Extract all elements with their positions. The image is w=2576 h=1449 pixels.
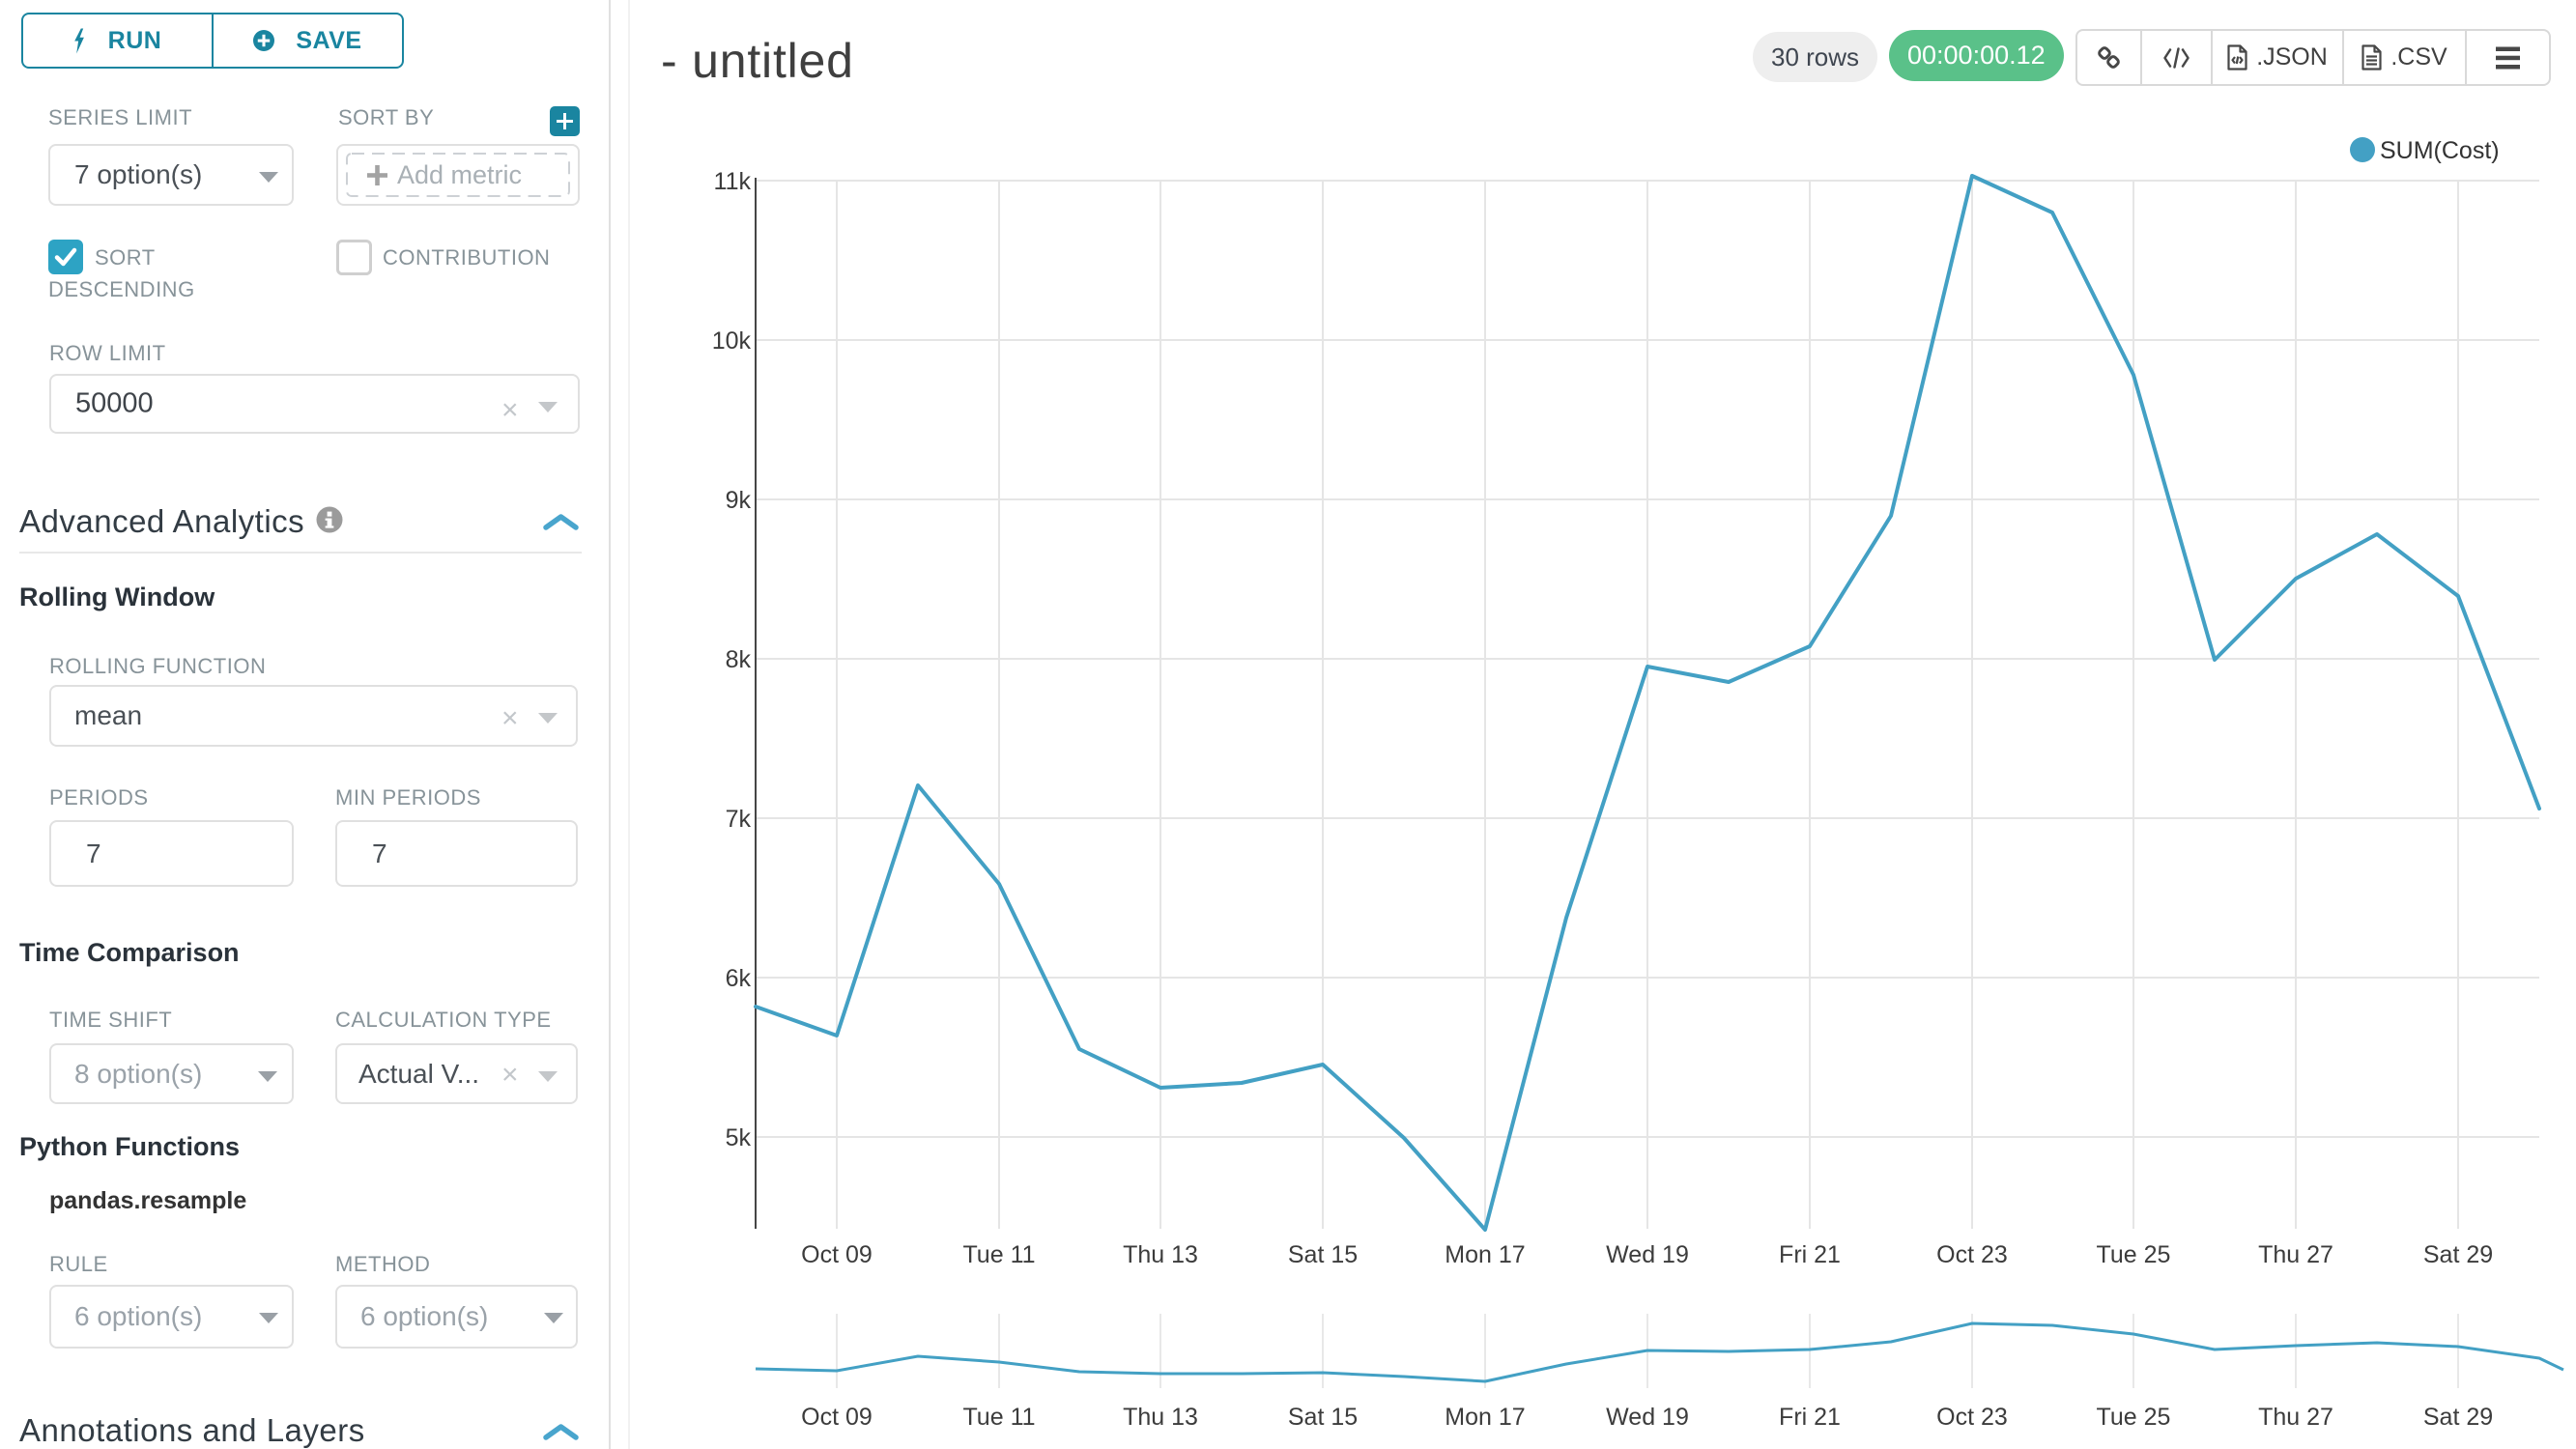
svg-text:Wed 19: Wed 19 [1606,1241,1689,1268]
svg-text:Thu 13: Thu 13 [1123,1404,1198,1431]
svg-text:Thu 13: Thu 13 [1123,1241,1198,1268]
svg-text:Tue 11: Tue 11 [962,1241,1035,1268]
svg-text:Sat 29: Sat 29 [2423,1404,2493,1431]
svg-text:Tue 25: Tue 25 [2097,1404,2171,1431]
svg-text:SUM(Cost): SUM(Cost) [2380,137,2500,164]
svg-text:Fri 21: Fri 21 [1779,1241,1841,1268]
svg-text:11k: 11k [714,168,752,195]
svg-text:Oct 23: Oct 23 [1936,1241,2008,1268]
svg-text:10k: 10k [712,327,752,355]
svg-text:Oct 23: Oct 23 [1936,1404,2008,1431]
svg-text:Mon 17: Mon 17 [1445,1241,1525,1268]
svg-text:Sat 15: Sat 15 [1288,1241,1358,1268]
svg-text:Tue 25: Tue 25 [2097,1241,2171,1268]
svg-text:Mon 17: Mon 17 [1445,1404,1525,1431]
svg-text:8k: 8k [726,646,752,673]
svg-text:7k: 7k [726,806,752,833]
svg-text:6k: 6k [726,965,752,992]
svg-text:Tue 11: Tue 11 [962,1404,1035,1431]
svg-text:5k: 5k [726,1124,752,1151]
svg-text:Sat 15: Sat 15 [1288,1404,1358,1431]
svg-text:Oct 09: Oct 09 [801,1404,873,1431]
svg-text:9k: 9k [726,487,752,514]
svg-text:Oct 09: Oct 09 [801,1241,873,1268]
svg-text:Wed 19: Wed 19 [1606,1404,1689,1431]
svg-text:Thu 27: Thu 27 [2258,1241,2333,1268]
svg-text:Thu 27: Thu 27 [2258,1404,2333,1431]
svg-text:Sat 29: Sat 29 [2423,1241,2493,1268]
svg-text:Fri 21: Fri 21 [1779,1404,1841,1431]
